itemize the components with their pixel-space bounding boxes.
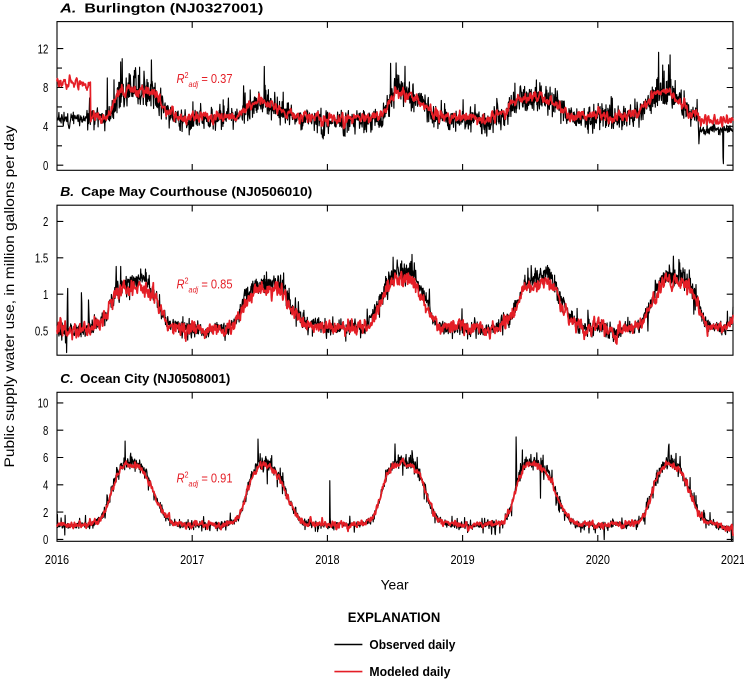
svg-text:Public supply water use, in mi: Public supply water use, in million gall… xyxy=(1,126,17,468)
svg-text:Year: Year xyxy=(381,577,409,593)
svg-text:R2adj = 0.85: R2adj = 0.85 xyxy=(177,276,233,295)
svg-text:R2adj = 0.91: R2adj = 0.91 xyxy=(177,470,233,489)
svg-text:C. Ocean City (NJ0508001): C. Ocean City (NJ0508001) xyxy=(60,371,230,386)
svg-text:1.5: 1.5 xyxy=(35,251,48,266)
svg-text:2021: 2021 xyxy=(721,552,744,567)
svg-text:2020: 2020 xyxy=(586,552,610,567)
svg-text:EXPLANATION: EXPLANATION xyxy=(348,610,441,625)
svg-text:2016: 2016 xyxy=(45,552,69,567)
svg-text:4: 4 xyxy=(43,119,48,134)
svg-text:0: 0 xyxy=(43,158,48,173)
svg-text:6: 6 xyxy=(43,450,48,465)
svg-text:B. Cape May Courthouse (NJ0506: B. Cape May Courthouse (NJ0506010) xyxy=(60,184,312,199)
svg-text:R2adj = 0.37: R2adj = 0.37 xyxy=(177,70,233,89)
svg-text:12: 12 xyxy=(38,41,49,56)
svg-text:8: 8 xyxy=(43,80,48,95)
svg-text:2: 2 xyxy=(43,214,48,229)
svg-text:2019: 2019 xyxy=(451,552,475,567)
svg-text:4: 4 xyxy=(43,478,48,493)
svg-text:Observed daily: Observed daily xyxy=(369,637,456,652)
svg-text:2018: 2018 xyxy=(315,552,339,567)
svg-text:1: 1 xyxy=(43,287,48,302)
svg-text:8: 8 xyxy=(43,423,48,438)
svg-text:0: 0 xyxy=(43,532,48,547)
svg-text:A. Burlington (NJ0327001): A. Burlington (NJ0327001) xyxy=(59,0,263,15)
svg-text:2: 2 xyxy=(43,505,48,520)
svg-text:0.5: 0.5 xyxy=(35,323,48,338)
svg-text:10: 10 xyxy=(38,396,49,411)
svg-text:Modeled daily: Modeled daily xyxy=(369,664,451,679)
svg-text:2017: 2017 xyxy=(180,552,204,567)
